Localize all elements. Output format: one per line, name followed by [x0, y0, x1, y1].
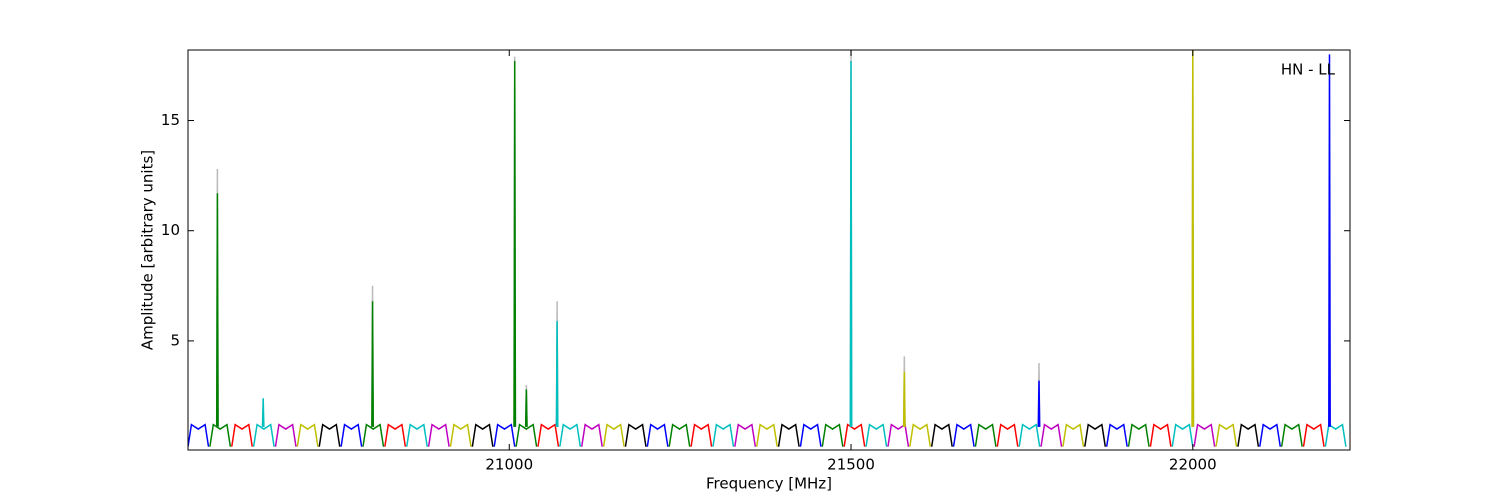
series-line: [1280, 423, 1303, 447]
series-line: [1193, 423, 1216, 447]
series-line: [215, 193, 219, 427]
series-line: [930, 423, 953, 447]
series-line: [449, 423, 472, 447]
series-line: [1127, 423, 1150, 447]
series-line: [952, 423, 975, 447]
series-line: [646, 423, 669, 447]
y-tick-label: 5: [170, 331, 180, 349]
series-line: [1191, 50, 1195, 427]
x-tick-label: 22000: [1169, 456, 1217, 474]
series-line: [1302, 423, 1325, 447]
series-line: [231, 423, 253, 447]
series-line: [712, 423, 735, 447]
series-line: [427, 423, 450, 447]
plot-area: [188, 50, 1347, 447]
series-line: [1149, 423, 1172, 447]
series-line: [261, 398, 265, 427]
series-line: [1324, 423, 1347, 447]
series-line: [493, 423, 516, 447]
series-line: [252, 423, 275, 447]
series-line: [471, 423, 494, 447]
series-line: [668, 423, 691, 447]
series-line: [974, 423, 997, 447]
series-line: [371, 301, 374, 427]
x-axis-label: Frequency [MHz]: [706, 475, 832, 493]
series-line: [362, 423, 385, 447]
series-line: [1171, 423, 1194, 447]
series-line: [849, 61, 853, 427]
series-line: [513, 61, 517, 427]
series-line: [1018, 423, 1041, 447]
series-line: [1259, 423, 1282, 447]
series-line: [1215, 423, 1238, 447]
series-line: [340, 423, 363, 447]
series-line: [318, 423, 341, 447]
series-line: [209, 423, 232, 447]
series-line: [909, 423, 932, 447]
series-line: [274, 423, 297, 447]
y-tick-label: 15: [161, 111, 180, 129]
series-line: [515, 423, 538, 447]
series-line: [843, 423, 866, 447]
series-line: [1105, 423, 1128, 447]
frame: [187, 49, 1351, 451]
series-line: [384, 423, 407, 447]
x-tick-label: 21000: [485, 456, 533, 474]
series-line: [537, 423, 560, 447]
series-line: [559, 423, 582, 447]
series-line: [1084, 423, 1107, 447]
series-line: [1040, 423, 1063, 447]
series-line: [296, 423, 319, 447]
series-line: [996, 423, 1019, 447]
series-line: [602, 423, 625, 447]
series-line: [580, 423, 603, 447]
series-line: [1062, 423, 1085, 447]
series-line: [690, 423, 713, 447]
y-axis-label: Amplitude [arbitrary units]: [139, 150, 157, 350]
series-line: [188, 423, 210, 447]
series-line: [624, 423, 647, 447]
series-line: [1237, 423, 1260, 447]
series-line: [524, 389, 528, 427]
series-line: [734, 423, 757, 447]
series-line: [1328, 54, 1331, 427]
annotation: HN - LL: [1281, 61, 1336, 79]
series-line: [821, 423, 844, 447]
series-line: [865, 423, 888, 447]
series-line: [555, 321, 559, 427]
series-line: [1037, 380, 1041, 427]
y-tick-label: 10: [161, 221, 180, 239]
series-line: [799, 423, 822, 447]
series-line: [405, 423, 428, 447]
series-line: [777, 423, 800, 447]
x-tick-label: 21500: [827, 456, 875, 474]
series-line: [887, 423, 910, 447]
series-line: [902, 371, 906, 427]
series-line: [755, 423, 778, 447]
